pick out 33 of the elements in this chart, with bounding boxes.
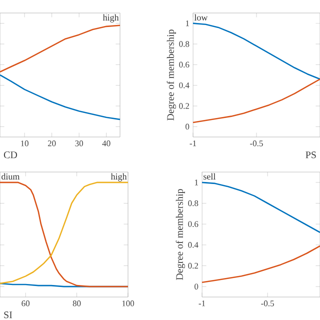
y-tick-label: 0.6 <box>188 221 198 227</box>
annotation: low <box>194 14 208 21</box>
x-tick-label: 20 <box>48 140 56 146</box>
x-axis-title: CD <box>4 152 18 158</box>
x-tick-label: -0.5 <box>250 140 263 146</box>
x-tick-label: 10 <box>21 140 28 146</box>
annotation: high <box>102 14 119 22</box>
x-tick-label: 80 <box>72 300 81 306</box>
y-axis-title: Degree of membership <box>176 189 185 280</box>
y-tick-label: 0 <box>186 124 190 130</box>
x-tick-label: 40 <box>102 140 110 146</box>
y-tick-label: 0 <box>194 284 198 290</box>
annotation: sell <box>204 173 216 180</box>
x-axis-title: PS <box>306 152 316 158</box>
y-tick-label: 0.8 <box>188 200 198 206</box>
annotation: dium <box>2 173 20 180</box>
y-tick-label: 1 <box>194 180 198 186</box>
y-axis-title: Degree of membership <box>166 30 176 121</box>
annotation: high <box>110 173 127 182</box>
y-tick-label: 0.2 <box>188 262 198 269</box>
y-tick-label: 0.4 <box>179 82 190 88</box>
y-tick-label: 0.8 <box>179 41 190 47</box>
x-tick-label: 100 <box>122 300 134 306</box>
y-tick-label: 1 <box>186 20 189 26</box>
y-tick-label: 0.4 <box>188 242 198 248</box>
x-tick-label: -0.5 <box>261 300 274 306</box>
x-tick-label: -1 <box>198 300 206 306</box>
x-tick-label: 30 <box>75 140 84 146</box>
y-tick-label: 0.2 <box>179 103 189 109</box>
x-axis-title: SI <box>4 312 12 318</box>
x-tick-label: 60 <box>22 300 30 306</box>
x-tick-label: -1 <box>190 140 196 146</box>
y-tick-label: 0.6 <box>179 62 190 68</box>
